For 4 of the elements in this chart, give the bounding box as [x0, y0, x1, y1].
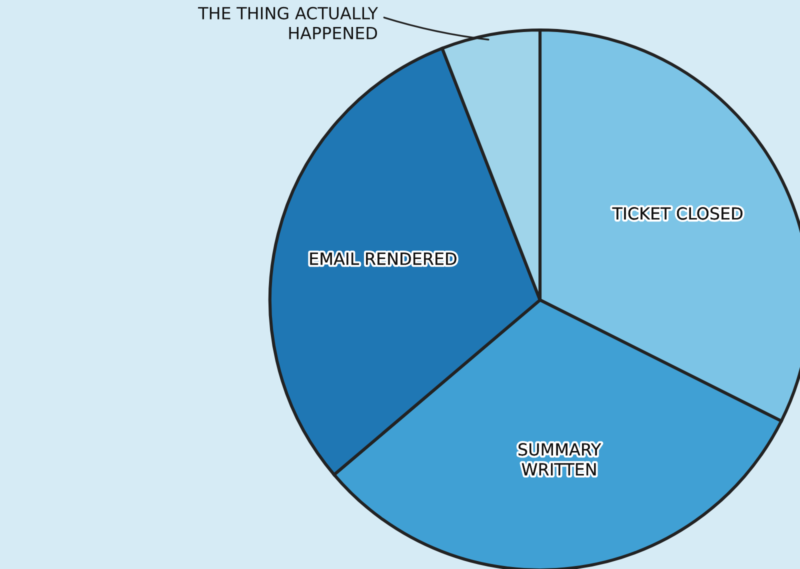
slice-label: THE THING ACTUALLY HAPPENED: [198, 6, 378, 40]
slice-label: TICKET CLOSED: [612, 207, 742, 220]
slice-label: SUMMARY WRITTEN: [518, 443, 602, 476]
slice-label: EMAIL RENDERED: [310, 252, 456, 265]
